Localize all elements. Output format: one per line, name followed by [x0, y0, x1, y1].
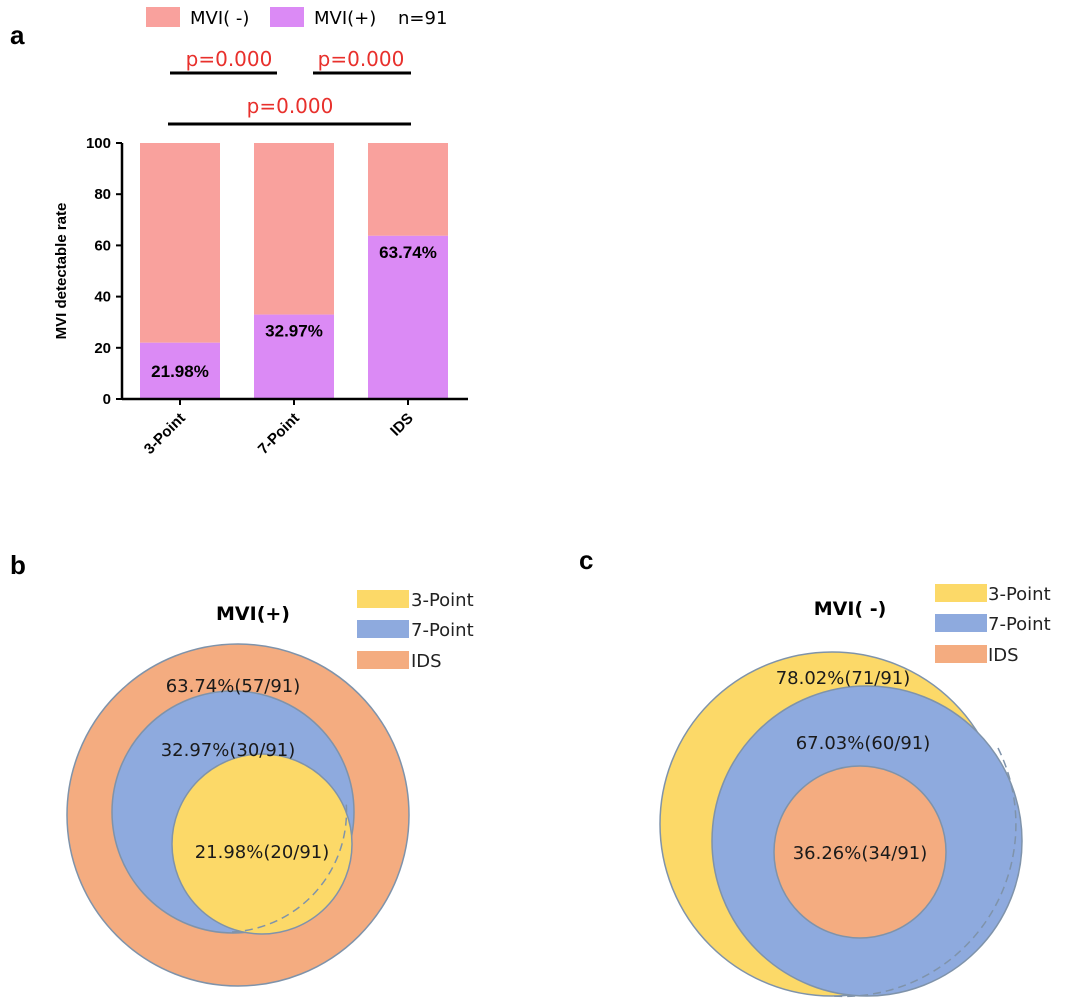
panel-letter-b: b: [10, 550, 26, 580]
pvalue-7point-vs-ids: p=0.000: [318, 47, 405, 71]
venn-b-title: MVI(+): [216, 603, 290, 625]
legend-label-mvi-pos: MVI(+): [314, 8, 376, 29]
y-axis-title: MVI detectable rate: [53, 203, 70, 340]
venn-c-dashed-outline: [831, 747, 1017, 998]
y-tick-label-0: 0: [103, 391, 111, 408]
legend-swatch-mvi-neg: [146, 7, 180, 27]
venn-b-label-3point: 21.98%(20/91): [195, 842, 330, 863]
venn-c-legend-label-7point: 7-Point: [988, 614, 1051, 635]
venn-c-circle-ids: [773, 765, 947, 939]
bar-data-label-ids: 63.74%: [379, 243, 437, 262]
y-tick-label-80: 80: [94, 186, 111, 203]
bar-mvi-pos-7point: [254, 314, 334, 399]
y-tick-label-40: 40: [94, 289, 111, 306]
y-tick-label-60: 60: [94, 237, 111, 254]
y-axis-ticks: 0 20 40 60 80 100: [86, 135, 122, 408]
bar-mvi-neg-7point: [254, 143, 334, 315]
venn-c-label-3point: 78.02%(71/91): [776, 668, 911, 689]
venn-c-legend-label-ids: IDS: [988, 645, 1019, 666]
x-tick-label-3point: 3-Point: [141, 410, 189, 458]
venn-c-legend-swatch-ids: [935, 645, 987, 663]
bar-mvi-neg-3point: [140, 143, 220, 343]
venn-c-diagram: 78.02%(71/91) 67.03%(60/91) 36.26%(34/91…: [659, 651, 1023, 998]
venn-b-circle-3point: [171, 753, 353, 935]
legend-note-n: n=91: [398, 8, 447, 29]
venn-b-legend-swatch-3point: [357, 590, 409, 608]
pvalue-3point-vs-7point: p=0.000: [186, 47, 273, 71]
bar-mvi-pos-3point: [140, 342, 220, 399]
bar-legend: MVI( -) MVI(+) n=91: [146, 7, 447, 29]
venn-c-legend-label-3point: 3-Point: [988, 584, 1051, 605]
panel-letter-a: a: [10, 20, 25, 50]
venn-b-label-7point: 32.97%(30/91): [161, 740, 296, 761]
venn-b-legend: 3-Point 7-Point IDS: [357, 590, 474, 672]
y-tick-label-20: 20: [94, 340, 111, 357]
bar-data-labels: 21.98% 32.97% 63.74%: [151, 243, 437, 381]
venn-c-legend-swatch-3point: [935, 584, 987, 602]
bar-mvi-pos-ids: [368, 235, 448, 399]
venn-c-label-ids: 36.26%(34/91): [793, 843, 928, 864]
venn-b-legend-swatch-ids: [357, 651, 409, 669]
legend-swatch-mvi-pos: [270, 7, 304, 27]
venn-b-diagram: 63.74%(57/91) 32.97%(30/91) 21.98%(20/91…: [66, 643, 410, 987]
x-axis-ticks: 3-Point 7-Point IDS: [141, 399, 417, 458]
pvalue-3point-vs-ids: p=0.000: [247, 94, 334, 118]
panel-b: b MVI(+) 3-Point 7-Point IDS 63.74%(57/9…: [10, 550, 474, 987]
venn-c-legend-swatch-7point: [935, 614, 987, 632]
y-tick-label-100: 100: [86, 135, 111, 152]
bar-plot: 21.98% 32.97% 63.74% 0 20 40 60 80 100 3-Point 7…: [53, 135, 468, 458]
significance-brackets: p=0.000 p=0.000 p=0.000: [168, 47, 411, 126]
bar-group: [140, 143, 448, 399]
venn-c-label-7point: 67.03%(60/91): [796, 733, 931, 754]
bar-data-label-7point: 32.97%: [265, 322, 323, 341]
legend-label-mvi-neg: MVI( -): [190, 8, 249, 29]
venn-b-legend-label-7point: 7-Point: [411, 620, 474, 641]
venn-c-title: MVI( -): [814, 598, 887, 620]
venn-b-label-ids: 63.74%(57/91): [166, 676, 301, 697]
venn-b-dashed-outline: [231, 799, 348, 933]
panel-letter-c: c: [579, 545, 593, 575]
venn-b-legend-label-ids: IDS: [411, 651, 442, 672]
x-tick-label-7point: 7-Point: [255, 410, 303, 458]
bar-mvi-neg-ids: [368, 143, 448, 236]
panel-c: c MVI( -) 3-Point 7-Point IDS 78.02%(71/…: [579, 545, 1051, 998]
panel-a: a MVI( -) MVI(+) n=91 p=0.000 p=0.000 p=…: [10, 7, 468, 458]
venn-b-legend-swatch-7point: [357, 620, 409, 638]
venn-c-legend: 3-Point 7-Point IDS: [935, 584, 1051, 666]
x-tick-label-ids: IDS: [387, 410, 417, 440]
bar-data-label-3point: 21.98%: [151, 362, 209, 381]
venn-b-legend-label-3point: 3-Point: [411, 590, 474, 611]
